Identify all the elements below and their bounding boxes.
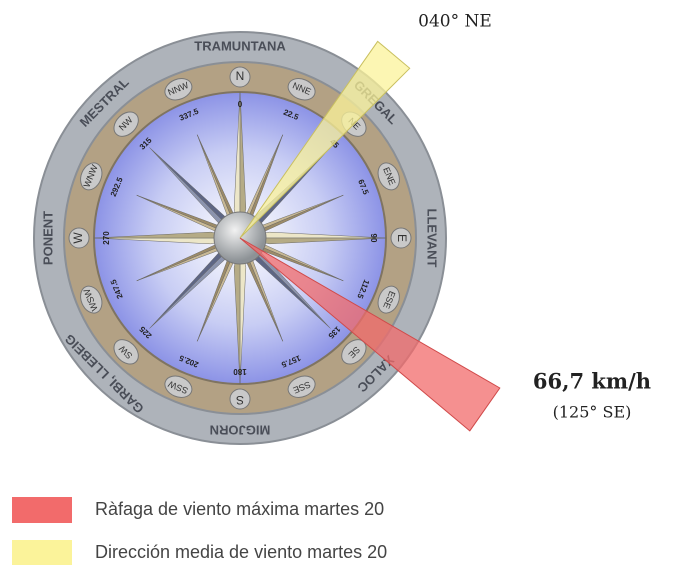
wind-name: MIGJORN	[210, 423, 271, 438]
gust-speed: 66,7 km/h	[533, 369, 651, 394]
degree-label: 270	[102, 231, 111, 245]
degree-label: 180	[233, 367, 247, 376]
point-label: W	[71, 232, 85, 244]
legend-swatch	[12, 497, 72, 523]
legend: Ràfaga de viento máxima martes 20 Direcci…	[12, 497, 387, 565]
wind-name: LLEVANT	[425, 209, 440, 268]
mean-direction-label: 040° NE	[418, 12, 492, 32]
point-label: N	[236, 69, 245, 83]
gust-direction-label: (125° SE)	[553, 403, 632, 422]
legend-label: Ràfaga de viento máxima martes 20	[95, 499, 384, 519]
legend-label: Dirección media de viento martes 20	[95, 542, 387, 562]
degree-label: 0	[238, 100, 243, 109]
wind-name: TRAMUNTANA	[194, 38, 286, 53]
point-label: S	[236, 393, 244, 407]
wind-name: PONENT	[40, 211, 55, 265]
degree-label: 90	[369, 234, 378, 243]
point-label: E	[395, 234, 409, 242]
legend-swatch	[12, 540, 72, 565]
wind-compass-page: TRAMUNTANAGREGALLLEVANTXALOCMIGJORNGARBI…	[0, 0, 681, 565]
